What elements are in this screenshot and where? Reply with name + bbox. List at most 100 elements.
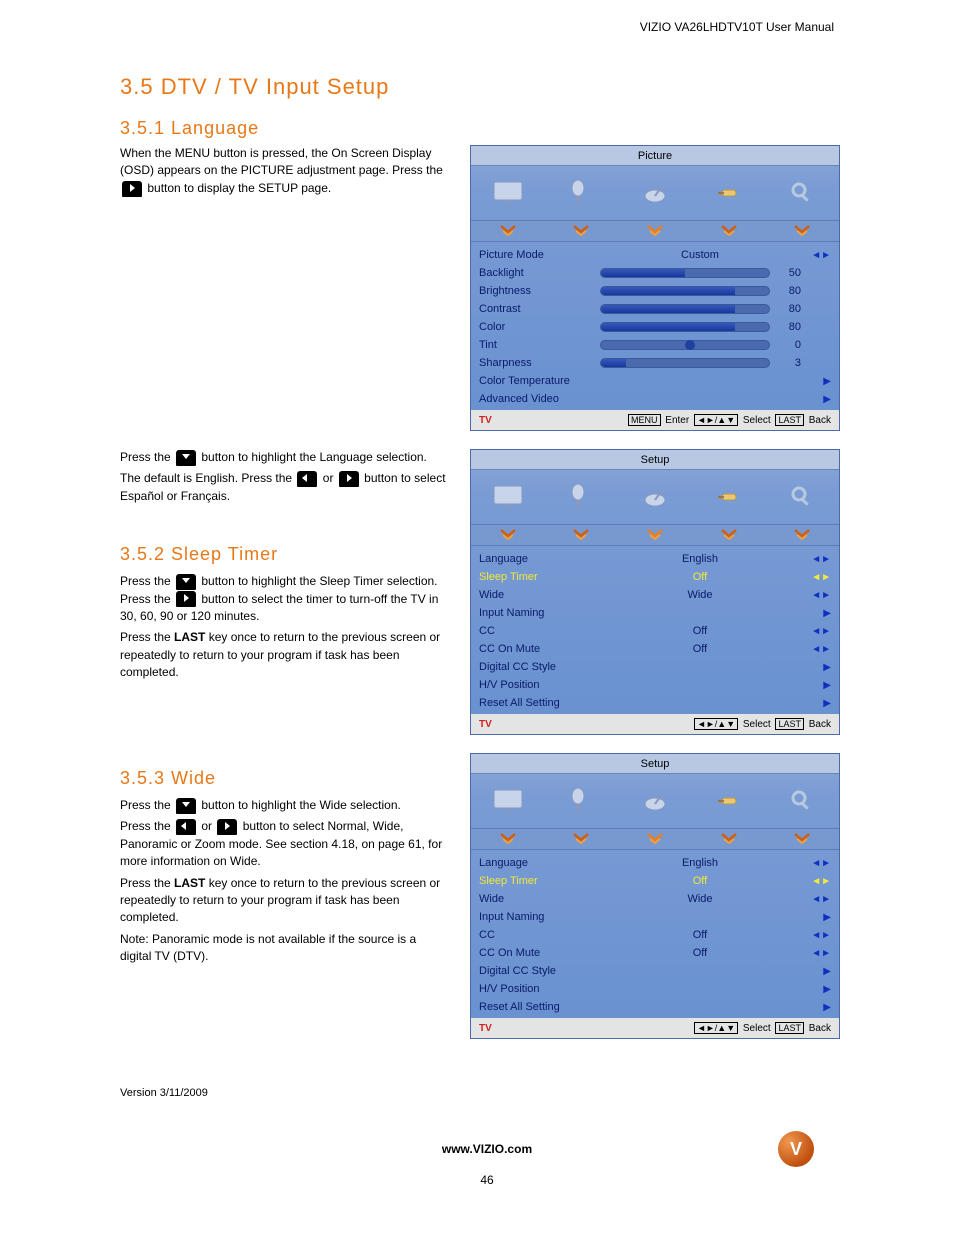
osd-row[interactable]: Input Naming ▶ — [479, 908, 831, 926]
submenu-indicator-icon: ▶ — [801, 966, 831, 977]
language-text-cont: Press the button to highlight the Langua… — [120, 449, 450, 686]
osd-slider[interactable] — [600, 268, 770, 278]
osd-row-label: Digital CC Style — [479, 661, 599, 673]
osd-row[interactable]: Advanced Video ▶ — [479, 390, 831, 408]
osd-row-label: Digital CC Style — [479, 965, 599, 977]
tab-audio-icon — [563, 479, 599, 515]
footer-url: www.VIZIO.com — [442, 1142, 532, 1156]
tab-setup-icon — [711, 479, 747, 515]
osd-footer: TV ◄►/▲▼ Select LAST Back — [471, 714, 839, 734]
osd-row[interactable]: Language English ◄► — [479, 550, 831, 568]
down-arrow-icon — [176, 450, 196, 466]
osd-row[interactable]: Color Temperature ▶ — [479, 372, 831, 390]
osd-row-value: Custom — [681, 249, 719, 261]
osd-row-label: H/V Position — [479, 679, 599, 691]
osd-slider[interactable] — [600, 322, 770, 332]
osd-tab-row — [471, 470, 839, 524]
osd-row[interactable]: CC On Mute Off ◄► — [479, 944, 831, 962]
vizio-logo-icon: V — [778, 1131, 814, 1167]
osd-source-label: TV — [479, 719, 492, 730]
osd-row[interactable]: Reset All Setting ▶ — [479, 998, 831, 1016]
right-arrow-icon — [176, 591, 196, 607]
osd-row-label: Tint — [479, 339, 599, 351]
header-product: VIZIO VA26LHDTV10T User Manual — [120, 20, 854, 34]
right-arrow-icon — [217, 819, 237, 835]
osd-row-label: Input Naming — [479, 911, 599, 923]
osd-row[interactable]: Wide Wide ◄► — [479, 890, 831, 908]
osd-row-label: Advanced Video — [479, 393, 599, 405]
osd-row-label: Color Temperature — [479, 375, 599, 387]
osd-row[interactable]: Backlight 50 — [479, 264, 831, 282]
osd-row-label: Picture Mode — [479, 249, 599, 261]
osd-row[interactable]: Language English ◄► — [479, 854, 831, 872]
osd-footer: TV MENU Enter ◄►/▲▼ Select LAST Back — [471, 410, 839, 430]
osd-row[interactable]: CC Off ◄► — [479, 622, 831, 640]
osd-row[interactable]: Wide Wide ◄► — [479, 586, 831, 604]
osd-row-value: 50 — [771, 267, 801, 279]
subtab-chevron-icon — [720, 832, 738, 846]
osd-slider[interactable] — [600, 304, 770, 314]
osd-row-value: 80 — [771, 303, 801, 315]
osd-title: Setup — [471, 754, 839, 774]
osd-row[interactable]: H/V Position ▶ — [479, 980, 831, 998]
lr-indicator-icon: ◄► — [801, 930, 831, 941]
subtab-chevron-icon — [646, 528, 664, 542]
osd-hints: ◄►/▲▼ Select LAST Back — [692, 718, 831, 730]
osd-row[interactable]: Tint 0 — [479, 336, 831, 354]
osd-row-label: Reset All Setting — [479, 1001, 599, 1013]
osd-row-label: CC On Mute — [479, 947, 599, 959]
osd-row[interactable]: Sleep Timer Off ◄► — [479, 872, 831, 890]
osd-row-value: Off — [693, 929, 707, 941]
osd-row-label: Sleep Timer — [479, 875, 599, 887]
submenu-indicator-icon: ▶ — [801, 680, 831, 691]
osd-row[interactable]: Contrast 80 — [479, 300, 831, 318]
osd-row[interactable]: Input Naming ▶ — [479, 604, 831, 622]
osd-row-value: Off — [693, 643, 707, 655]
heading-sleep-timer: 3.5.2 Sleep Timer — [120, 541, 450, 567]
osd-row[interactable]: Sleep Timer Off ◄► — [479, 568, 831, 586]
osd-row[interactable]: Brightness 80 — [479, 282, 831, 300]
osd-row[interactable]: Picture Mode Custom ◄► — [479, 246, 831, 264]
osd-title: Picture — [471, 146, 839, 166]
lr-indicator-icon: ◄► — [801, 948, 831, 959]
page-number: 46 — [120, 1173, 854, 1187]
osd-subtab-row — [471, 828, 839, 850]
osd-row[interactable]: CC Off ◄► — [479, 926, 831, 944]
osd-row[interactable]: Color 80 — [479, 318, 831, 336]
osd-row[interactable]: Digital CC Style ▶ — [479, 658, 831, 676]
osd-row-label: CC — [479, 929, 599, 941]
osd-subtab-row — [471, 220, 839, 242]
submenu-indicator-icon: ▶ — [801, 1002, 831, 1013]
tab-tv-icon — [490, 175, 526, 211]
osd-slider[interactable] — [600, 358, 770, 368]
osd-row-label: Contrast — [479, 303, 599, 315]
down-arrow-icon — [176, 574, 196, 590]
subtab-chevron-icon — [793, 832, 811, 846]
subtab-chevron-icon — [720, 528, 738, 542]
osd-row[interactable]: Reset All Setting ▶ — [479, 694, 831, 712]
osd-row[interactable]: H/V Position ▶ — [479, 676, 831, 694]
tab-setup-icon — [711, 783, 747, 819]
osd-row-label: Brightness — [479, 285, 599, 297]
right-arrow-icon — [122, 181, 142, 197]
lr-indicator-icon: ◄► — [801, 626, 831, 637]
osd-row-label: Sleep Timer — [479, 571, 599, 583]
tab-tuner-icon — [637, 783, 673, 819]
osd-row-value: Off — [693, 625, 707, 637]
osd-row[interactable]: Sharpness 3 — [479, 354, 831, 372]
osd-row-label: Color — [479, 321, 599, 333]
osd-slider[interactable] — [600, 286, 770, 296]
tab-setup-icon — [711, 175, 747, 211]
lr-indicator-icon: ◄► — [801, 554, 831, 565]
tab-parental-icon — [784, 175, 820, 211]
tab-tuner-icon — [637, 175, 673, 211]
osd-row-value: 80 — [771, 321, 801, 333]
osd-tint-slider[interactable] — [600, 340, 770, 350]
submenu-indicator-icon: ▶ — [801, 698, 831, 709]
osd-row[interactable]: Digital CC Style ▶ — [479, 962, 831, 980]
osd-row-value: English — [682, 553, 718, 565]
osd-row[interactable]: CC On Mute Off ◄► — [479, 640, 831, 658]
submenu-indicator-icon: ▶ — [801, 912, 831, 923]
lr-indicator-icon: ◄► — [801, 590, 831, 601]
heading-language: 3.5.1 Language — [120, 118, 854, 139]
